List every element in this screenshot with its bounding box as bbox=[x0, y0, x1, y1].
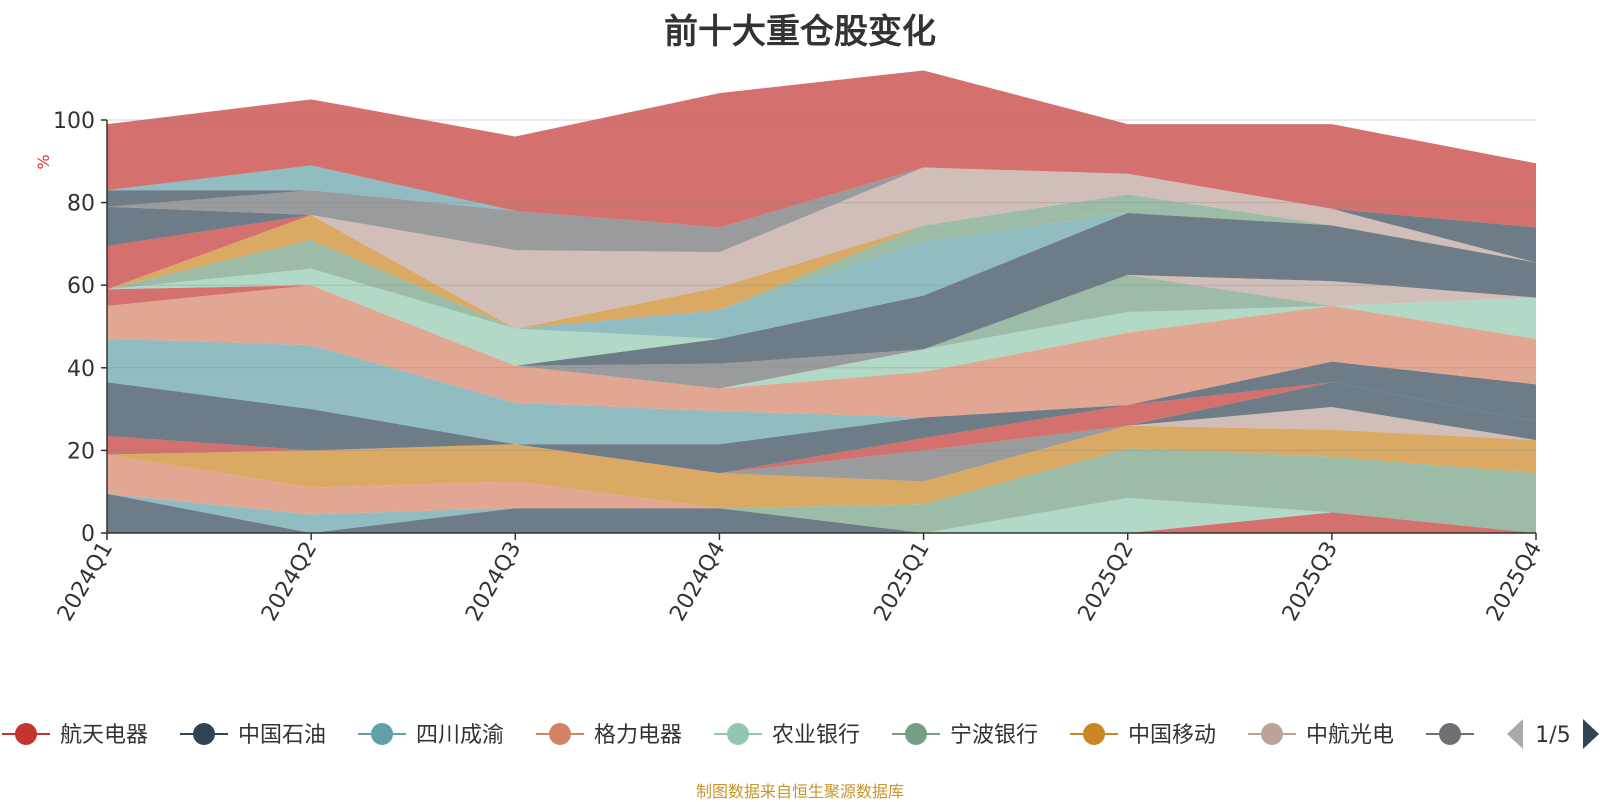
legend-label: 中航光电 bbox=[1306, 723, 1394, 748]
area-中航光电-30 bbox=[107, 167, 1536, 329]
area-中国石油-0 bbox=[107, 493, 1536, 533]
area-农业银行-17 bbox=[107, 285, 1536, 389]
legend-swatch-dot bbox=[193, 723, 215, 745]
area-四川成渝-15 bbox=[107, 338, 1536, 445]
area-格力电器-16 bbox=[107, 285, 1536, 418]
legend-item-四川成渝[interactable]: 四川成渝 bbox=[358, 723, 504, 748]
legend-item-航天电器[interactable]: 航天电器 bbox=[2, 723, 148, 748]
legend-swatch-dot bbox=[1439, 723, 1461, 745]
legend-item-格力电器[interactable]: 格力电器 bbox=[536, 723, 682, 748]
area-四川成渝-24 bbox=[107, 212, 1536, 339]
y-tick-label-0: 0 bbox=[81, 522, 95, 547]
x-tick-label-2025Q2: 2025Q2 bbox=[1074, 538, 1139, 626]
legend-swatch-dot bbox=[15, 723, 37, 745]
legend-label: 航天电器 bbox=[60, 723, 148, 748]
y-tick-label-100: 100 bbox=[53, 109, 95, 134]
legend-label: 格力电器 bbox=[594, 723, 682, 748]
legend-swatch-dot bbox=[1261, 723, 1283, 745]
x-tick-label-2024Q3: 2024Q3 bbox=[461, 538, 526, 626]
area-宁波银行-20 bbox=[107, 274, 1536, 366]
area-航天电器-27 bbox=[107, 212, 1536, 329]
legend-label: 中国移动 bbox=[1128, 723, 1216, 748]
y-tick-label-80: 80 bbox=[67, 192, 95, 217]
area-四川成渝-36 bbox=[107, 165, 1536, 228]
legend-swatch-dot bbox=[549, 723, 571, 745]
legend-item-农业银行[interactable]: 农业银行 bbox=[714, 723, 860, 748]
legend-label: 宁波银行 bbox=[950, 723, 1038, 748]
area-农业银行-2 bbox=[107, 493, 1536, 533]
x-tick-label-2025Q4: 2025Q4 bbox=[1482, 538, 1547, 626]
area-宁波银行-25 bbox=[107, 212, 1536, 329]
legend-page-indicator: 1/5 bbox=[1535, 723, 1570, 748]
y-axis-label: % bbox=[34, 154, 53, 169]
area-格力电器-5 bbox=[107, 448, 1536, 515]
area-series-group bbox=[107, 70, 1536, 533]
legend-item-贵州茅台[interactable]: 贵州茅台 bbox=[1426, 723, 1572, 748]
area-中国移动-26 bbox=[107, 212, 1536, 329]
legend-prev-page-icon[interactable] bbox=[1507, 719, 1523, 749]
legend-item-中国石油[interactable]: 中国石油 bbox=[180, 723, 326, 748]
area-中国石油-14 bbox=[107, 361, 1536, 474]
legend-swatch-dot bbox=[905, 723, 927, 745]
y-tick-label-40: 40 bbox=[67, 357, 95, 382]
x-tick-label-2025Q1: 2025Q1 bbox=[869, 538, 934, 626]
source-note: 制图数据来自恒生聚源数据库 bbox=[695, 782, 904, 801]
x-tick-label-2024Q4: 2024Q4 bbox=[665, 538, 730, 626]
legend-label: 农业银行 bbox=[772, 723, 860, 748]
area-中航光电-8 bbox=[107, 407, 1536, 482]
legend-swatch-dot bbox=[727, 723, 749, 745]
legend-swatch-dot bbox=[371, 723, 393, 745]
x-tick-label-2024Q2: 2024Q2 bbox=[257, 538, 322, 626]
area-中国移动-6 bbox=[107, 425, 1536, 509]
area-四川成渝-3 bbox=[107, 493, 1536, 533]
area-贵州茅台-32 bbox=[107, 167, 1536, 263]
legend-next-page-icon[interactable] bbox=[1583, 719, 1599, 749]
legend-item-宁波银行[interactable]: 宁波银行 bbox=[892, 723, 1038, 748]
legend-item-中国移动[interactable]: 中国移动 bbox=[1070, 723, 1216, 748]
area-农业银行-23 bbox=[107, 212, 1536, 366]
x-tick-label-2024Q1: 2024Q1 bbox=[53, 538, 118, 626]
gridlines bbox=[107, 119, 1536, 451]
area-贵州茅台-19 bbox=[107, 285, 1536, 389]
legend-items: 航天电器 中国石油 四川成渝 格力电器 农业银行 宁波银行 中国移动 中航光电 贵州茅台 bbox=[2, 723, 1572, 748]
area-航天电器-1 bbox=[107, 493, 1536, 533]
legend-swatch-dot bbox=[1083, 723, 1105, 745]
legend-item-中航光电[interactable]: 中航光电 bbox=[1248, 723, 1394, 748]
y-tick-label-60: 60 bbox=[67, 274, 95, 299]
legend-label: 中国石油 bbox=[238, 723, 326, 748]
legend-label: 四川成渝 bbox=[416, 723, 504, 748]
area-中国石油-22 bbox=[107, 212, 1536, 366]
chart-title: 前十大重仓股变化 bbox=[664, 12, 936, 52]
y-tick-label-20: 20 bbox=[67, 439, 95, 464]
area-航天电器-37 bbox=[107, 70, 1536, 228]
area-中国石油-28 bbox=[107, 206, 1536, 329]
area-航天电器-13 bbox=[107, 382, 1536, 474]
x-tick-label-2025Q3: 2025Q3 bbox=[1278, 538, 1343, 626]
area-宁波银行-4 bbox=[107, 448, 1536, 533]
